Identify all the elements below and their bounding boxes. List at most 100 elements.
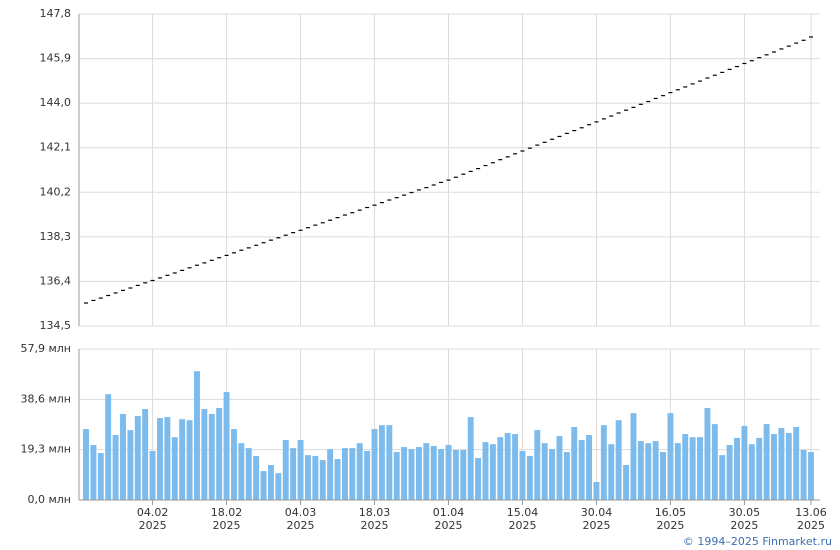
volume-bar — [423, 443, 430, 500]
volume-bar — [171, 437, 178, 500]
volume-bar — [83, 429, 89, 500]
volume-bar — [356, 443, 363, 500]
volume-bar — [711, 424, 718, 500]
volume-bar — [600, 425, 607, 500]
volume-bar — [393, 452, 400, 500]
volume-bar — [475, 458, 482, 500]
volume-bar — [164, 417, 171, 500]
volume-bar — [526, 455, 533, 500]
volume-bar — [319, 460, 326, 500]
volume-bar — [386, 425, 393, 500]
volume-bar — [378, 425, 385, 500]
volume-bar — [260, 471, 267, 500]
volume-bar — [682, 434, 689, 500]
x-tick-label: 04.02 2025 — [137, 506, 169, 532]
volume-bar — [645, 443, 652, 500]
volume-bar — [231, 429, 237, 500]
volume-bar — [578, 440, 585, 500]
volume-bar — [704, 407, 711, 500]
volume-bar — [253, 455, 260, 500]
y-tick-label: 142,1 — [40, 141, 72, 154]
volume-bar — [90, 444, 97, 500]
volume-bar — [549, 449, 556, 500]
volume-bar — [497, 437, 504, 500]
volume-bar — [452, 449, 459, 500]
volume-bar — [149, 450, 156, 500]
x-tick-label: 01.04 2025 — [433, 506, 465, 532]
volume-bar — [97, 453, 104, 500]
volume-bar — [630, 413, 637, 500]
y-tick-label: 144,0 — [40, 96, 72, 109]
x-tick-label: 13.06 2025 — [795, 506, 827, 532]
volume-bar — [563, 452, 570, 500]
y-tick-label: 136,4 — [40, 274, 72, 287]
volume-bar — [512, 434, 519, 500]
volume-bar — [763, 424, 770, 500]
volume-bar — [608, 444, 615, 500]
volume-bar — [571, 426, 578, 500]
volume-bar — [667, 413, 674, 500]
volume-bar — [504, 432, 511, 500]
volume-bar — [741, 425, 748, 500]
x-tick-label: 30.04 2025 — [581, 506, 613, 532]
volume-bar — [282, 440, 289, 500]
volume-bar — [726, 444, 733, 500]
volume-bar — [238, 443, 245, 500]
volume-bar — [105, 394, 112, 500]
volume-bar — [652, 441, 659, 500]
volume-bar — [615, 420, 622, 500]
credit[interactable]: © 1994–2025 Finmarket.ru — [683, 535, 832, 548]
volume-bar — [800, 449, 807, 500]
volume-bar — [556, 436, 563, 500]
y-tick-label: 145,9 — [40, 52, 72, 65]
volume-bar — [719, 455, 726, 500]
volume-bar — [689, 437, 696, 500]
volume-bar — [541, 443, 548, 500]
volume-bar — [134, 416, 141, 500]
volume-bar — [267, 465, 274, 500]
volume-bar — [697, 437, 703, 500]
volume-bar — [623, 465, 630, 500]
volume-bar — [593, 482, 600, 500]
volume-bar — [194, 371, 200, 500]
volume-bar — [312, 455, 319, 500]
x-tick-label: 15.04 2025 — [507, 506, 539, 532]
volume-bar — [793, 426, 800, 500]
volume-bar — [748, 444, 755, 500]
y-tick-label: 57,9 млн — [20, 342, 71, 355]
volume-bar — [415, 447, 422, 500]
volume-bar — [157, 418, 163, 500]
volume-bar — [489, 444, 496, 500]
volume-bar — [808, 452, 814, 500]
volume-bar — [290, 448, 297, 500]
volume-bar — [637, 441, 644, 500]
volume-bar — [438, 449, 445, 500]
y-tick-label: 138,3 — [40, 230, 72, 243]
x-tick-label: 18.03 2025 — [359, 506, 391, 532]
y-tick-label: 38,6 млн — [20, 392, 71, 405]
volume-bar — [734, 437, 740, 500]
volume-bar — [660, 452, 666, 500]
volume-bar — [112, 435, 119, 500]
volume-bar — [408, 449, 415, 500]
volume-bar — [127, 430, 134, 500]
volume-bar — [349, 448, 356, 500]
volume-bar — [371, 429, 378, 500]
y-tick-label: 147,8 — [40, 7, 72, 20]
volume-bar — [341, 448, 348, 500]
volume-bar — [534, 430, 541, 500]
volume-bar — [674, 443, 681, 500]
volume-bar — [334, 459, 341, 500]
volume-bar — [482, 442, 489, 500]
volume-bar — [216, 407, 223, 500]
volume-bar — [756, 437, 763, 500]
x-tick-label: 18.02 2025 — [211, 506, 243, 532]
volume-bar — [142, 408, 149, 500]
y-tick-label: 140,2 — [40, 185, 72, 198]
x-tick-label: 30.05 2025 — [729, 506, 761, 532]
volume-bar — [785, 432, 792, 500]
volume-bar — [275, 473, 282, 500]
volume-bar — [297, 440, 304, 500]
volume-bar — [179, 419, 186, 500]
